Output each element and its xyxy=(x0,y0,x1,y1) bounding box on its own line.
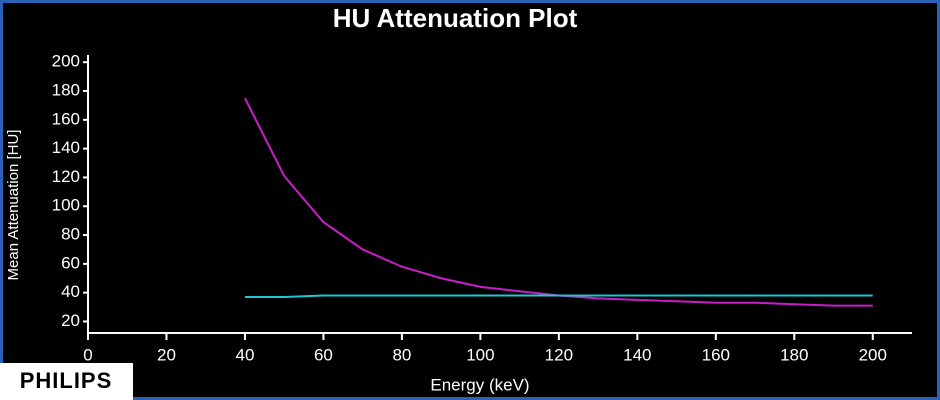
series-line xyxy=(244,294,873,298)
x-tick-label: 40 xyxy=(235,345,254,364)
logo-box xyxy=(0,363,133,400)
y-tick-label: 200 xyxy=(52,52,80,71)
x-tick-label: 200 xyxy=(859,345,887,364)
y-tick-label: 140 xyxy=(52,138,80,157)
y-tick-label: 180 xyxy=(52,80,80,99)
x-tick-label: 100 xyxy=(466,345,494,364)
x-tick-label: 180 xyxy=(780,345,808,364)
y-tick-label: 40 xyxy=(61,282,80,301)
x-tick-label: 60 xyxy=(314,345,333,364)
y-tick-label: 160 xyxy=(52,109,80,128)
x-tick-label: 160 xyxy=(702,345,730,364)
y-tick-label: 120 xyxy=(52,167,80,186)
y-axis-label: Mean Attenuation [HU] xyxy=(5,130,22,281)
x-axis-label: Energy (keV) xyxy=(430,375,529,394)
y-tick-label: 60 xyxy=(61,253,80,272)
y-tick-label: 20 xyxy=(61,311,80,330)
y-tick-label: 100 xyxy=(52,196,80,215)
logo: PHILIPS xyxy=(20,368,113,393)
y-tick-label: 80 xyxy=(61,225,80,244)
chart-title: HU Attenuation Plot xyxy=(333,3,578,33)
x-tick-label: 120 xyxy=(545,345,573,364)
x-tick-label: 80 xyxy=(392,345,411,364)
x-tick-label: 0 xyxy=(83,345,92,364)
x-tick-label: 20 xyxy=(157,345,176,364)
x-tick-label: 140 xyxy=(623,345,651,364)
